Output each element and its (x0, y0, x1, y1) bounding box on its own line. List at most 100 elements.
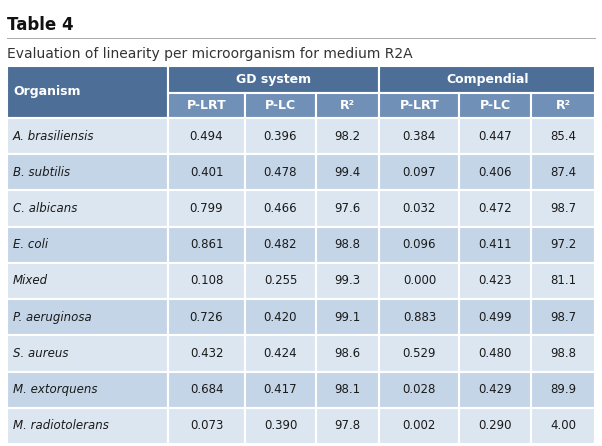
Text: 0.424: 0.424 (264, 347, 297, 360)
Bar (459, 93, 532, 118)
Text: 0.002: 0.002 (403, 419, 436, 432)
Bar (168, 118, 245, 154)
Bar (7, 154, 168, 190)
Bar (379, 408, 459, 444)
Text: 0.406: 0.406 (479, 166, 512, 179)
Bar (379, 299, 459, 335)
Text: 0.478: 0.478 (264, 166, 297, 179)
Text: 0.396: 0.396 (264, 130, 297, 143)
Text: 0.000: 0.000 (403, 274, 436, 288)
Bar (532, 118, 595, 154)
Bar (315, 154, 379, 190)
Bar (168, 408, 245, 444)
Text: 97.8: 97.8 (335, 419, 361, 432)
Bar (459, 154, 532, 190)
Bar (532, 335, 595, 372)
Bar (379, 190, 459, 227)
Text: 87.4: 87.4 (550, 166, 576, 179)
Bar (315, 335, 379, 372)
Text: 0.472: 0.472 (479, 202, 512, 215)
Bar (7, 66, 168, 118)
Text: S. aureus: S. aureus (13, 347, 69, 360)
Bar (532, 408, 595, 444)
Bar (532, 299, 595, 335)
Text: B. subtilis: B. subtilis (13, 166, 70, 179)
Text: P-LRT: P-LRT (187, 99, 226, 112)
Bar (168, 372, 245, 408)
Bar (245, 372, 315, 408)
Text: 0.423: 0.423 (479, 274, 512, 288)
Bar (315, 118, 379, 154)
Text: 99.1: 99.1 (335, 311, 361, 324)
Text: 0.096: 0.096 (403, 238, 436, 251)
Bar (379, 118, 459, 154)
Text: 0.494: 0.494 (190, 130, 223, 143)
Text: 0.028: 0.028 (403, 383, 436, 396)
Bar (168, 335, 245, 372)
Bar (245, 93, 315, 118)
Text: 98.8: 98.8 (550, 347, 576, 360)
Text: 97.2: 97.2 (550, 238, 576, 251)
Bar (7, 335, 168, 372)
Text: 0.108: 0.108 (190, 274, 223, 288)
Bar (168, 299, 245, 335)
Bar (7, 227, 168, 263)
Text: 98.6: 98.6 (335, 347, 361, 360)
Text: GD system: GD system (236, 73, 311, 86)
Text: 98.1: 98.1 (335, 383, 361, 396)
Bar (168, 66, 379, 93)
Bar (379, 66, 595, 93)
Text: 0.466: 0.466 (264, 202, 297, 215)
Text: 0.499: 0.499 (479, 311, 512, 324)
Bar (459, 335, 532, 372)
Text: 99.4: 99.4 (335, 166, 361, 179)
Bar (315, 190, 379, 227)
Bar (315, 263, 379, 299)
Bar (379, 263, 459, 299)
Bar (459, 118, 532, 154)
Text: 0.799: 0.799 (190, 202, 223, 215)
Bar (379, 335, 459, 372)
Text: 0.447: 0.447 (479, 130, 512, 143)
Bar (245, 227, 315, 263)
Bar (245, 335, 315, 372)
Text: 0.255: 0.255 (264, 274, 297, 288)
Bar (532, 190, 595, 227)
Text: 0.401: 0.401 (190, 166, 223, 179)
Text: M. extorquens: M. extorquens (13, 383, 98, 396)
Text: 89.9: 89.9 (550, 383, 576, 396)
Bar (532, 372, 595, 408)
Text: 0.390: 0.390 (264, 419, 297, 432)
Text: 98.7: 98.7 (550, 311, 576, 324)
Text: Compendial: Compendial (446, 73, 529, 86)
Text: 0.411: 0.411 (479, 238, 512, 251)
Text: Table 4: Table 4 (7, 16, 73, 34)
Bar (379, 372, 459, 408)
Text: 0.480: 0.480 (479, 347, 512, 360)
Bar (168, 93, 245, 118)
Bar (459, 227, 532, 263)
Text: 98.8: 98.8 (335, 238, 361, 251)
Bar (7, 118, 168, 154)
Bar (459, 299, 532, 335)
Bar (315, 227, 379, 263)
Bar (245, 118, 315, 154)
Text: 99.3: 99.3 (335, 274, 361, 288)
Text: Evaluation of linearity per microorganism for medium R2A: Evaluation of linearity per microorganis… (7, 47, 412, 61)
Bar (245, 408, 315, 444)
Text: 0.432: 0.432 (190, 347, 223, 360)
Bar (7, 299, 168, 335)
Text: 0.883: 0.883 (403, 311, 436, 324)
Text: Organism: Organism (13, 86, 81, 99)
Bar (168, 190, 245, 227)
Text: 0.529: 0.529 (403, 347, 436, 360)
Bar (168, 154, 245, 190)
Text: Mixed: Mixed (13, 274, 48, 288)
Text: 0.290: 0.290 (479, 419, 512, 432)
Bar (459, 263, 532, 299)
Text: 98.7: 98.7 (550, 202, 576, 215)
Text: P-LRT: P-LRT (400, 99, 439, 112)
Text: 98.2: 98.2 (335, 130, 361, 143)
Bar (532, 263, 595, 299)
Bar (7, 408, 168, 444)
